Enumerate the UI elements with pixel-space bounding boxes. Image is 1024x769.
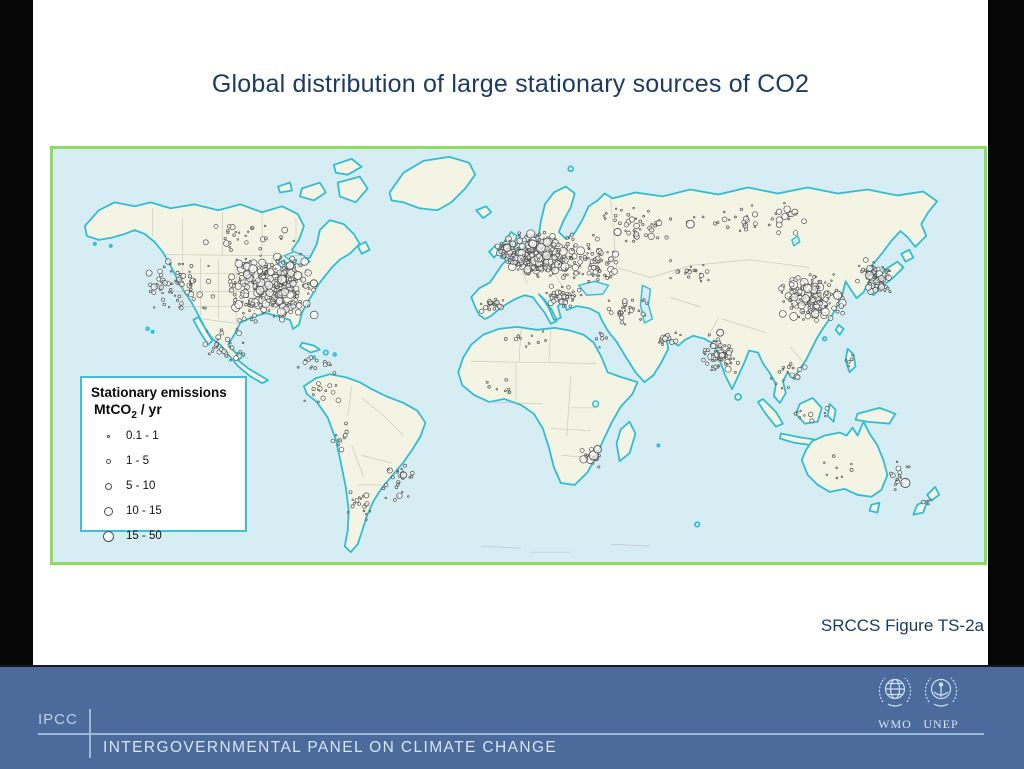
wmo-logo: WMO — [873, 671, 917, 732]
legend-unit: MtCO2 / yr — [94, 401, 162, 421]
map-legend: Stationary emissions MtCO2 / yr 0.1 - 1 … — [80, 376, 247, 542]
legend-item: 1 - 5 — [82, 449, 245, 474]
footer-horizontal-rule — [38, 733, 984, 735]
slide-canvas: Global distribution of large stationary … — [33, 0, 988, 667]
legend-item: 15 - 50 — [82, 524, 245, 549]
emission-source-circles — [145, 201, 932, 521]
world-map-svg — [83, 156, 941, 554]
wmo-label: WMO — [878, 717, 912, 731]
unep-emblem-icon — [924, 677, 958, 707]
country-borders — [152, 198, 810, 553]
legend-title: Stationary emissions — [91, 385, 227, 400]
size-dot-icon — [102, 530, 114, 542]
ipcc-acronym: IPCC — [38, 711, 78, 728]
size-dot-icon — [104, 482, 112, 490]
footer-bar — [0, 667, 1024, 769]
size-dot-icon — [105, 458, 111, 464]
footer-vertical-rule — [89, 709, 91, 758]
unep-logo: UNEP — [919, 671, 963, 732]
ipcc-full-name: INTERGOVERNMENTAL PANEL ON CLIMATE CHANG… — [103, 739, 558, 756]
page-title: Global distribution of large stationary … — [211, 70, 810, 98]
unep-label: UNEP — [923, 717, 959, 731]
wmo-emblem-icon — [878, 677, 912, 707]
map-figure: Stationary emissions MtCO2 / yr 0.1 - 1 … — [50, 146, 987, 565]
size-dot-icon — [103, 506, 113, 516]
figure-caption: SRCCS Figure TS-2a — [820, 616, 984, 635]
legend-item: 10 - 15 — [82, 499, 245, 524]
legend-item: 0.1 - 1 — [82, 424, 245, 449]
legend-item: 5 - 10 — [82, 474, 245, 499]
size-dot-icon — [106, 434, 110, 438]
landmasses — [83, 156, 941, 554]
